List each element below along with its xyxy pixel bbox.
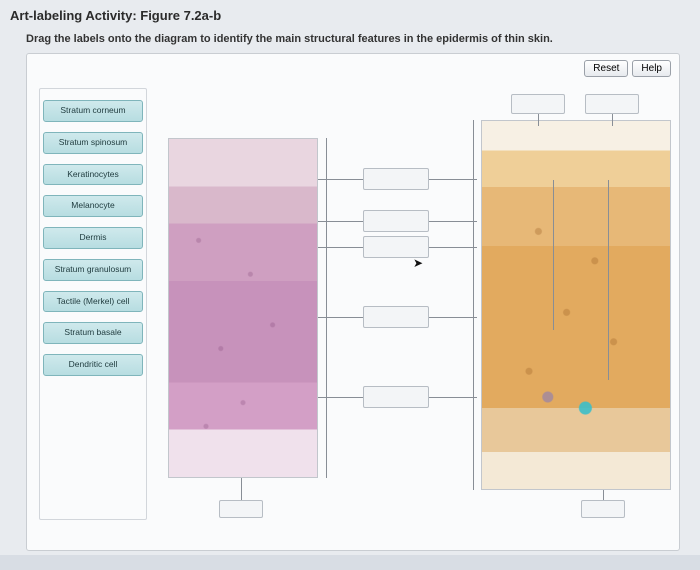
drop-center-3[interactable] bbox=[363, 236, 429, 258]
page-title: Art-labeling Activity: Figure 7.2a-b bbox=[8, 4, 692, 33]
histology-bracket bbox=[326, 138, 327, 478]
leader-bi bbox=[603, 490, 604, 500]
drop-center-5[interactable] bbox=[363, 386, 429, 408]
activity-frame: Reset Help Stratum corneum Stratum spino… bbox=[26, 53, 680, 551]
drop-bottom-histology[interactable] bbox=[219, 500, 263, 518]
label-tactile-cell[interactable]: Tactile (Merkel) cell bbox=[43, 291, 143, 313]
leader-c5-left bbox=[318, 397, 363, 398]
page: Art-labeling Activity: Figure 7.2a-b Dra… bbox=[0, 0, 700, 555]
leader-c2-left bbox=[318, 221, 363, 222]
illustration-bracket bbox=[473, 120, 474, 490]
label-stratum-corneum[interactable]: Stratum corneum bbox=[43, 100, 143, 122]
diagram-canvas: Stratum corneum Stratum spinosum Keratin… bbox=[33, 60, 673, 540]
leader-c4-right bbox=[429, 317, 477, 318]
instruction-text: Drag the labels onto the diagram to iden… bbox=[8, 33, 692, 53]
drop-center-1[interactable] bbox=[363, 168, 429, 190]
leader-bh bbox=[241, 478, 242, 500]
label-stratum-basale[interactable]: Stratum basale bbox=[43, 322, 143, 344]
illus-pointer-2 bbox=[608, 180, 609, 380]
leader-tr2 bbox=[612, 114, 613, 126]
label-dendritic-cell[interactable]: Dendritic cell bbox=[43, 354, 143, 376]
leader-c2-right bbox=[429, 221, 477, 222]
leader-c1-left bbox=[318, 179, 363, 180]
drop-topright-2[interactable] bbox=[585, 94, 639, 114]
leader-c3-right bbox=[429, 247, 477, 248]
label-keratinocytes[interactable]: Keratinocytes bbox=[43, 164, 143, 186]
drop-center-4[interactable] bbox=[363, 306, 429, 328]
leader-c1-right bbox=[429, 179, 477, 180]
drop-bottom-illustration[interactable] bbox=[581, 500, 625, 518]
label-dermis[interactable]: Dermis bbox=[43, 227, 143, 249]
cursor-icon: ➤ bbox=[413, 256, 423, 270]
drop-center-2[interactable] bbox=[363, 210, 429, 232]
label-stratum-granulosum[interactable]: Stratum granulosum bbox=[43, 259, 143, 281]
label-stratum-spinosum[interactable]: Stratum spinosum bbox=[43, 132, 143, 154]
leader-c3-left bbox=[318, 247, 363, 248]
illus-pointer-1 bbox=[553, 180, 554, 330]
leader-c5-right bbox=[429, 397, 477, 398]
leader-tr1 bbox=[538, 114, 539, 126]
histology-image bbox=[168, 138, 318, 478]
leader-c4-left bbox=[318, 317, 363, 318]
drop-topright-1[interactable] bbox=[511, 94, 565, 114]
label-bank: Stratum corneum Stratum spinosum Keratin… bbox=[43, 100, 143, 376]
label-melanocyte[interactable]: Melanocyte bbox=[43, 195, 143, 217]
illustration-image bbox=[481, 120, 671, 490]
